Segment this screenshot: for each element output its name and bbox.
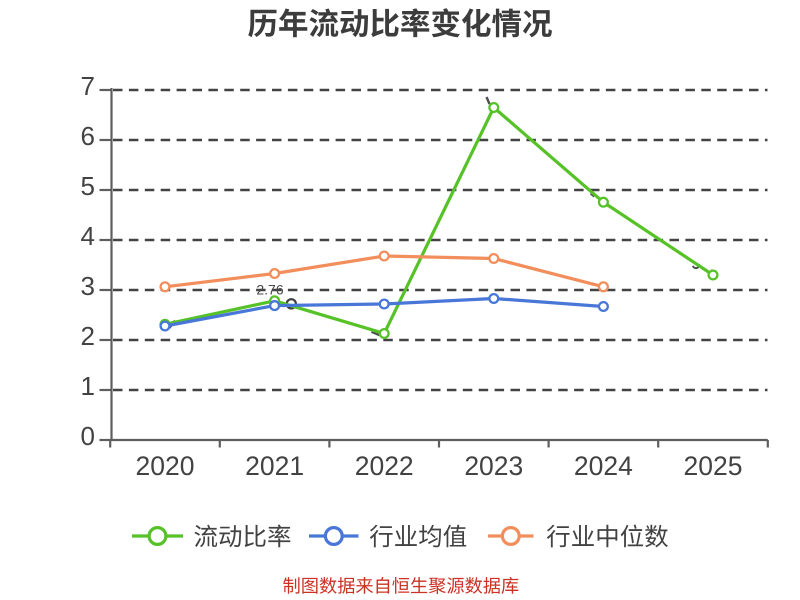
- svg-text:6: 6: [81, 121, 95, 151]
- svg-text:2022: 2022: [355, 451, 414, 481]
- svg-text:0: 0: [81, 421, 95, 451]
- svg-text:2023: 2023: [464, 451, 523, 481]
- svg-text:2: 2: [81, 321, 95, 351]
- svg-text:2024: 2024: [574, 451, 633, 481]
- svg-text:3: 3: [81, 271, 95, 301]
- svg-text:2020: 2020: [136, 451, 195, 481]
- svg-text:2021: 2021: [245, 451, 304, 481]
- svg-text:5: 5: [81, 171, 95, 201]
- svg-text:2.76: 2.76: [256, 282, 283, 298]
- svg-text:1: 1: [81, 371, 95, 401]
- svg-text:7: 7: [81, 71, 95, 101]
- svg-text:4: 4: [81, 221, 95, 251]
- svg-text:2025: 2025: [684, 451, 743, 481]
